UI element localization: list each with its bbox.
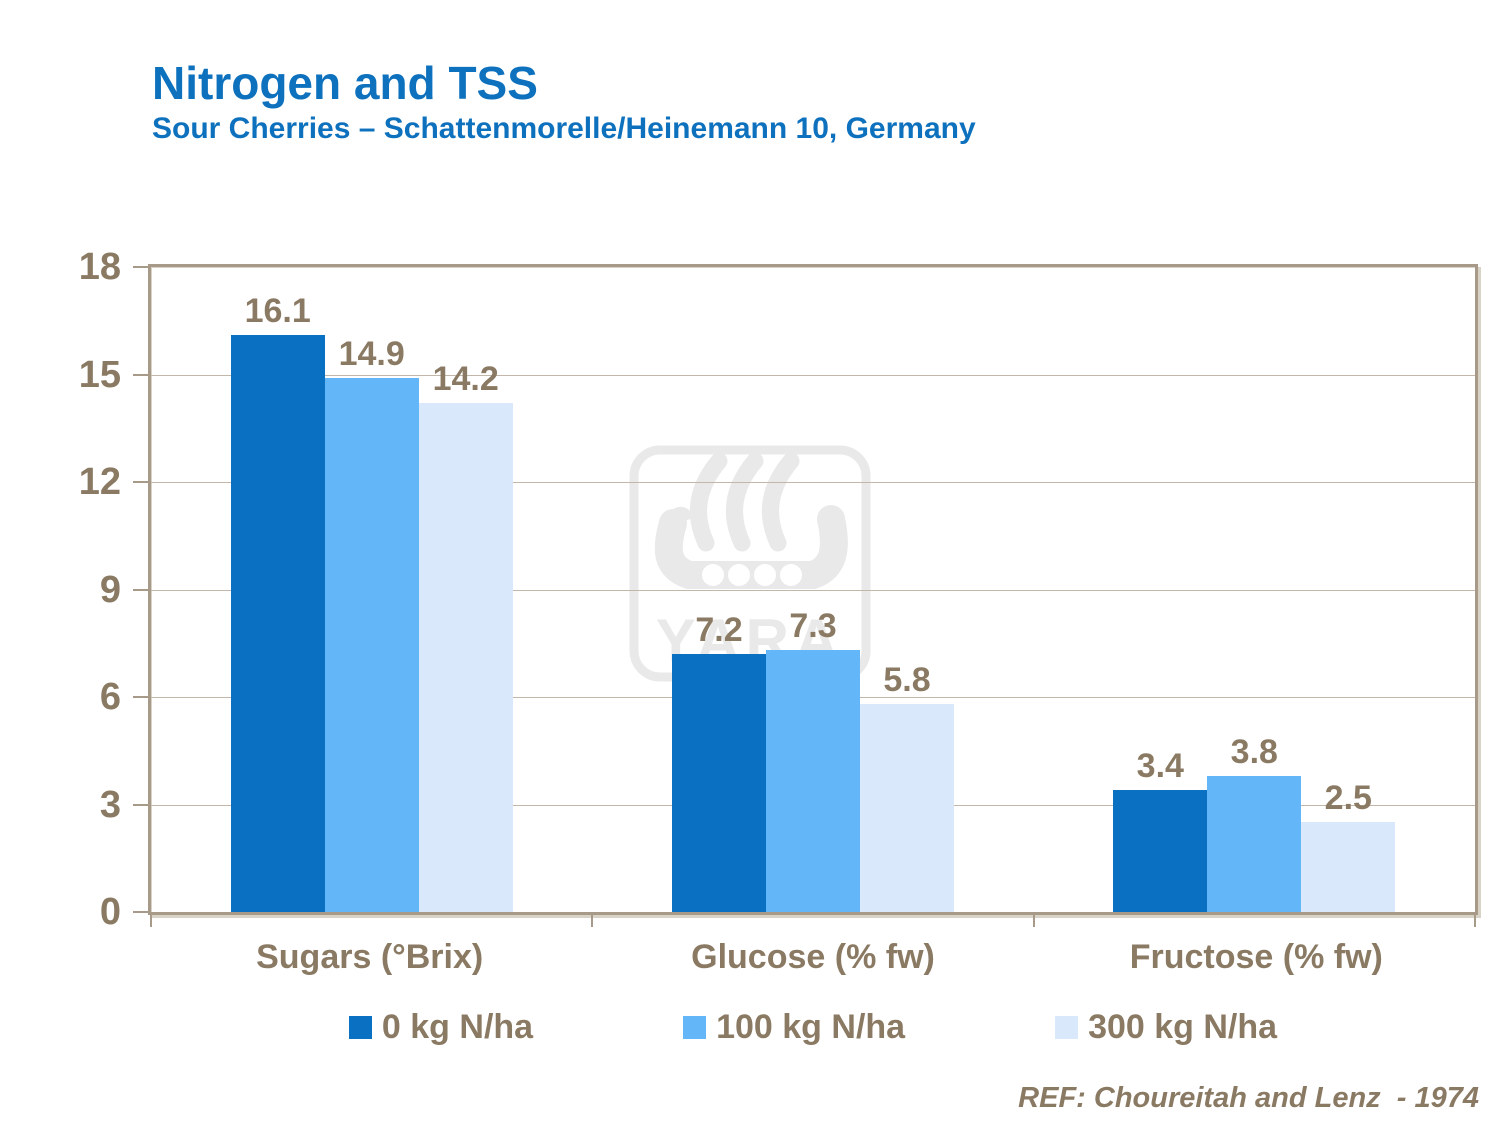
gridline: [151, 374, 1475, 376]
x-category-label: Fructose (% fw): [1129, 938, 1383, 976]
y-axis-tick: [133, 588, 148, 591]
bar-value-label: 14.9: [338, 335, 405, 374]
reference-citation: REF: Choureitah and Lenz - 1974: [1018, 1082, 1479, 1114]
bar: 16.1: [230, 294, 325, 912]
legend-item: 0 kg N/ha: [348, 1008, 534, 1047]
legend-swatch-icon: [1055, 1016, 1079, 1039]
bar: 7.3: [765, 609, 860, 912]
x-axis-tick: [1032, 915, 1035, 927]
y-axis-tick: [133, 696, 148, 698]
bar: 3.4: [1113, 749, 1208, 912]
chart-legend: 0 kg N/ha 100 kg N/ha 300 kg N/ha: [148, 1008, 1478, 1047]
x-axis-category-labels: Sugars (°Brix) Glucose (% fw) Fructose (% …: [148, 938, 1478, 977]
bar: 5.8: [859, 663, 954, 912]
legend-label: 300 kg N/ha: [1088, 1008, 1278, 1046]
bar: 2.5: [1301, 781, 1396, 912]
page-title: Nitrogen and TSS: [152, 57, 538, 109]
legend-swatch-icon: [348, 1016, 372, 1039]
y-axis-tick: [133, 373, 148, 376]
bar-value-label: 7.3: [789, 607, 837, 646]
gridline: [151, 589, 1475, 591]
bar-value-label: 3.8: [1230, 732, 1278, 771]
bar-value-label: 5.8: [883, 661, 931, 700]
y-axis-label: 6: [99, 676, 121, 718]
x-axis-tick: [591, 915, 594, 927]
legend-item: 300 kg N/ha: [1055, 1008, 1277, 1047]
bar-group: 16.1 14.9 14.2: [151, 267, 592, 912]
y-axis-label: 12: [78, 461, 121, 503]
x-axis-tick: [150, 915, 152, 927]
bar-group: 7.2 7.3 5.8: [592, 267, 1033, 912]
bar: 14.9: [324, 337, 419, 912]
legend-item: 100 kg N/ha: [683, 1008, 905, 1047]
page-subtitle: Sour Cherries – Schattenmorelle/Heineman…: [152, 112, 976, 145]
legend-label: 0 kg N/ha: [381, 1008, 534, 1046]
bar: 7.2: [671, 613, 766, 912]
x-axis-tick: [1474, 915, 1476, 927]
bar-value-label: 3.4: [1136, 747, 1184, 786]
bar-value-label: 7.2: [695, 611, 743, 649]
y-axis-label: 3: [99, 783, 121, 826]
x-category-label: Sugars (°Brix): [256, 938, 484, 976]
x-category-label: Glucose (% fw): [691, 938, 935, 976]
y-axis-tick: [133, 266, 148, 268]
y-axis-tick: [133, 803, 148, 806]
gridline: [151, 482, 1475, 483]
bar: 14.2: [418, 362, 513, 912]
y-axis-tick: [133, 481, 148, 483]
y-axis-tick: [133, 911, 148, 913]
bar-group: 3.4 3.8 2.5: [1034, 267, 1475, 912]
bar-value-label: 2.5: [1324, 779, 1372, 818]
legend-swatch-icon: [683, 1016, 707, 1039]
y-axis-label: 18: [78, 246, 121, 288]
legend-label: 100 kg N/ha: [716, 1008, 906, 1046]
y-axis-label: 15: [78, 353, 121, 396]
bar-chart-plot-area: YARA 0 3 6 9 12 15 18 16.1 14.9 14.2 7.2 7.3 5.8 3.4 3…: [79, 248, 1478, 931]
y-axis-label: 9: [99, 568, 121, 611]
bar: 3.8: [1207, 735, 1302, 912]
y-axis-label: 0: [99, 891, 121, 933]
bar-value-label: 14.2: [432, 360, 499, 399]
bar-value-label: 16.1: [244, 292, 311, 331]
